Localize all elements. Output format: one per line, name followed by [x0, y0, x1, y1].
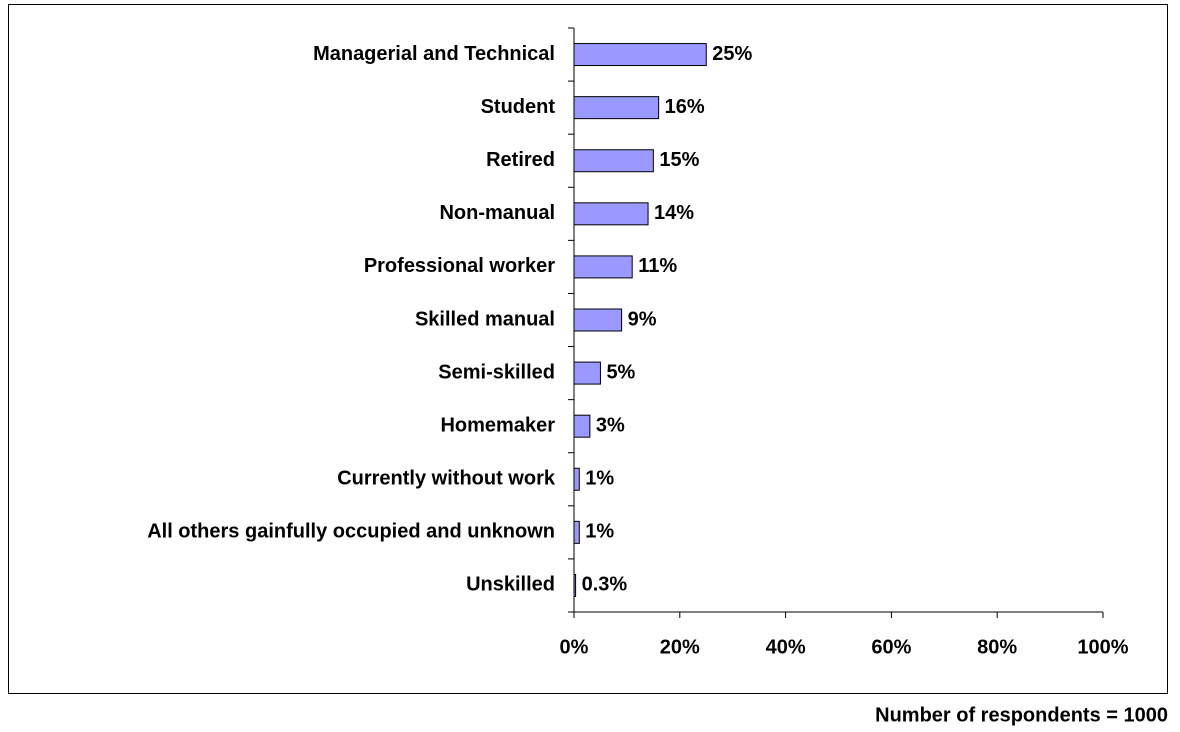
bar: [573, 308, 623, 332]
bar: [573, 149, 654, 173]
y-tick-label: Managerial and Technical: [313, 43, 555, 65]
x-tick-label: 20%: [660, 636, 700, 658]
bar: [573, 573, 577, 597]
bar: [573, 96, 660, 120]
value-label: 0.3%: [582, 574, 628, 596]
y-tick-label: Homemaker: [440, 414, 555, 436]
x-tick-label: 40%: [766, 636, 806, 658]
bar: [573, 43, 707, 67]
chart-frame: [8, 4, 1168, 694]
y-tick-label: Student: [481, 96, 556, 118]
bar: [573, 255, 633, 279]
value-label: 5%: [606, 361, 635, 383]
x-tick-label: 60%: [871, 636, 911, 658]
y-tick-label: Currently without work: [337, 468, 556, 490]
y-tick-label: Retired: [486, 149, 555, 171]
bar: [573, 520, 580, 544]
value-label: 14%: [654, 202, 694, 224]
x-tick-label: 100%: [1077, 636, 1128, 658]
annotation: Number of respondents = 1000: [875, 704, 1168, 726]
value-label: 1%: [585, 468, 614, 490]
bar: [573, 414, 591, 438]
y-tick-label: Semi-skilled: [438, 361, 555, 383]
value-label: 15%: [659, 149, 699, 171]
y-tick-label: Non-manual: [439, 202, 555, 224]
value-label: 9%: [628, 308, 657, 330]
value-label: 25%: [712, 43, 752, 65]
x-tick-label: 80%: [977, 636, 1017, 658]
y-tick-label: All others gainfully occupied and unknow…: [147, 521, 555, 543]
y-tick-label: Unskilled: [466, 574, 555, 596]
value-label: 1%: [585, 521, 614, 543]
value-label: 16%: [665, 96, 705, 118]
y-tick-label: Professional worker: [364, 255, 555, 277]
bar: [573, 467, 580, 491]
value-label: 11%: [638, 255, 677, 277]
bar: [573, 361, 601, 385]
value-label: 3%: [596, 414, 625, 436]
y-tick-label: Skilled manual: [415, 308, 555, 330]
bar: [573, 202, 649, 226]
x-tick-label: 0%: [560, 636, 589, 658]
